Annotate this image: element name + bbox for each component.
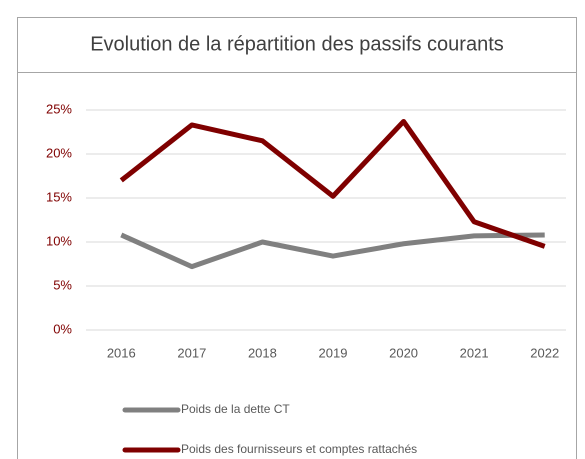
legend-label: Poids des fournisseurs et comptes rattac… <box>181 442 417 456</box>
title-box <box>17 17 577 73</box>
x-tick-label: 2016 <box>107 345 136 360</box>
y-tick-label: 15% <box>46 189 72 204</box>
series-line <box>120 232 545 270</box>
series-line <box>119 118 546 249</box>
y-tick-label: 25% <box>46 101 72 116</box>
y-tick-label: 5% <box>53 277 72 292</box>
x-tick-label: 2017 <box>177 345 206 360</box>
x-tick-label: 2020 <box>389 345 418 360</box>
y-tick-label: 0% <box>53 321 72 336</box>
y-tick-label: 10% <box>46 233 72 248</box>
legend-label: Poids de la dette CT <box>181 402 290 416</box>
x-tick-label: 2019 <box>319 345 348 360</box>
x-tick-label: 2021 <box>460 345 489 360</box>
y-tick-label: 20% <box>46 145 72 160</box>
x-tick-label: 2018 <box>248 345 277 360</box>
x-tick-label: 2022 <box>530 345 559 360</box>
chart-frame <box>17 72 577 459</box>
chart-title: Evolution de la répartition des passifs … <box>90 33 504 55</box>
